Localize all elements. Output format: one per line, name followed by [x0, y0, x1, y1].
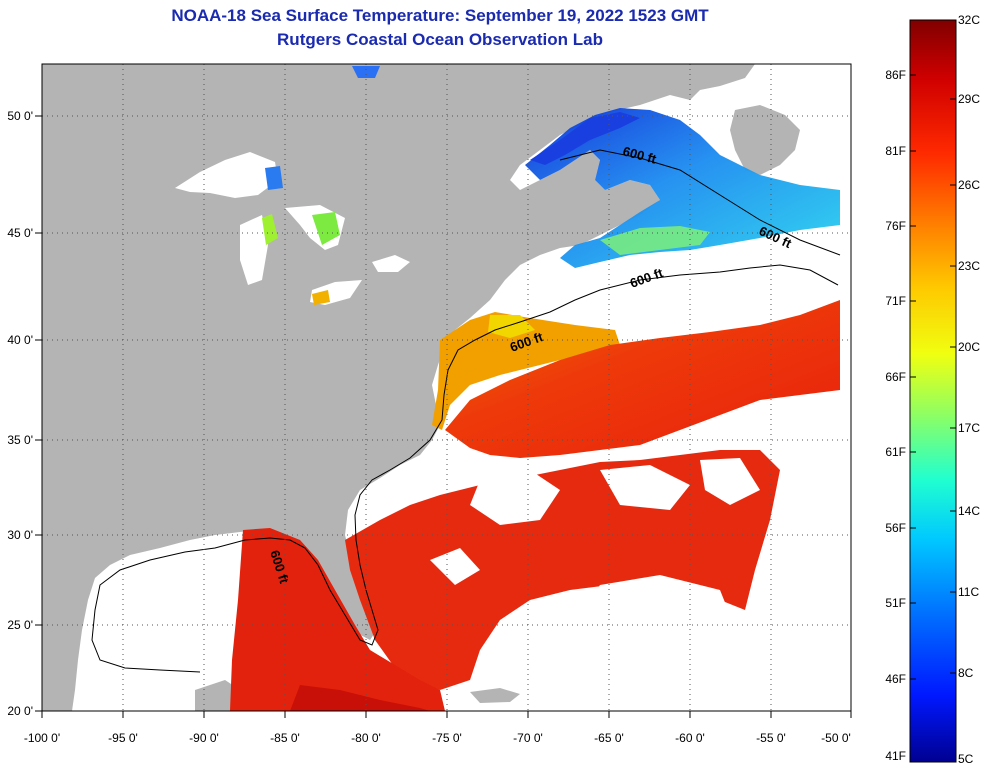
colorbar-fahrenheit-label: 61F: [885, 445, 906, 459]
colorbar-fahrenheit-label: 86F: [885, 68, 906, 82]
y-tick-label: 45 0': [7, 226, 33, 240]
sst-caribbean: [290, 685, 430, 711]
x-tick-label: -75 0': [432, 731, 462, 745]
sst-north-cold: [525, 108, 840, 268]
colorbar-fahrenheit-label: 71F: [885, 294, 906, 308]
y-tick-label: 35 0': [7, 433, 33, 447]
y-tick-label: 40 0': [7, 333, 33, 347]
colorbar-fahrenheit-label: 56F: [885, 521, 906, 535]
colorbar-fahrenheit-label: 81F: [885, 144, 906, 158]
colorbar-celsius-label: 23C: [958, 259, 980, 273]
colorbar-celsius-label: 26C: [958, 178, 980, 192]
land-hispaniola: [470, 688, 520, 703]
land-north-america: [42, 64, 755, 711]
colorbar-fahrenheit-label: 41F: [885, 749, 906, 763]
x-tick-label: -90 0': [189, 731, 219, 745]
colorbar-celsius-label: 29C: [958, 92, 980, 106]
sst-gulf-stream: [445, 300, 840, 458]
map-subtitle: Rutgers Coastal Ocean Observation Lab: [277, 30, 603, 49]
colorbar-celsius-label: 11C: [958, 585, 979, 599]
sst-labrador-blue: [530, 112, 640, 165]
x-tick-label: -100 0': [24, 731, 60, 745]
sst-hudson-blue: [352, 66, 380, 78]
colorbar-fahrenheit-label: 46F: [885, 672, 906, 686]
axis-ticks: [35, 115, 852, 718]
colorbar-ticks: [910, 74, 956, 680]
colorbar: [909, 19, 957, 763]
contour-600ft-north: [559, 149, 841, 256]
colorbar-fahrenheit-label: 76F: [885, 219, 906, 233]
y-tick-label: 25 0': [7, 618, 33, 632]
land-newfoundland: [730, 105, 800, 175]
y-tick-label: 30 0': [7, 528, 33, 542]
colorbar-celsius-label: 14C: [958, 504, 980, 518]
great-lakes: [175, 152, 410, 305]
sst-gulf-of-mexico: [230, 528, 445, 711]
y-tick-label: 20 0': [7, 704, 33, 718]
colorbar-celsius-label: 5C: [958, 752, 974, 766]
colorbar-celsius-label: 20C: [958, 340, 980, 354]
x-tick-label: -60 0': [675, 731, 705, 745]
colorbar-fahrenheit-label: 66F: [885, 370, 906, 384]
sst-mid-atlantic-shelf: [432, 312, 620, 430]
y-tick-label: 50 0': [7, 109, 33, 123]
x-tick-label: -80 0': [351, 731, 381, 745]
land-yucatan: [195, 680, 240, 711]
x-tick-label: -70 0': [513, 731, 543, 745]
colorbar-celsius-label: 8C: [958, 666, 974, 680]
cloud-patches: [430, 458, 760, 690]
map-title: NOAA-18 Sea Surface Temperature: Septemb…: [171, 6, 709, 25]
x-tick-label: -55 0': [756, 731, 786, 745]
colorbar-celsius-label: 32C: [958, 13, 980, 27]
x-tick-label: -65 0': [594, 731, 624, 745]
sst-subtropical-field: [345, 450, 780, 690]
x-tick-label: -50 0': [821, 731, 851, 745]
x-tick-label: -85 0': [270, 731, 300, 745]
colorbar-fahrenheit-label: 51F: [885, 596, 906, 610]
contour-600ft: [91, 264, 839, 673]
x-tick-label: -95 0': [108, 731, 138, 745]
colorbar-celsius-label: 17C: [958, 421, 980, 435]
